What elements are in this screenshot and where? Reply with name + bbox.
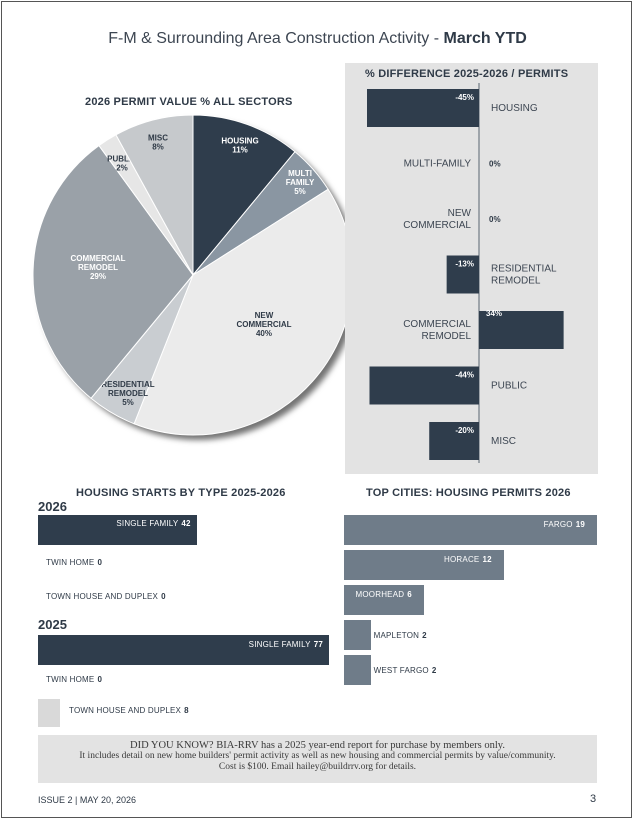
difference-bar-misc xyxy=(429,422,479,460)
city-bar-horace xyxy=(344,550,504,580)
pie-chart-title: 2026 PERMIT VALUE % ALL SECTORS xyxy=(85,96,293,108)
city-label-mapleton: MAPLETON 2 xyxy=(373,631,427,640)
difference-value-misc: -20% xyxy=(455,426,474,435)
did-you-know-line-2: It includes detail on new home builders'… xyxy=(79,751,556,761)
city-label-west-fargo: WEST FARGO 2 xyxy=(373,666,437,675)
housing-bar-2026-single-family xyxy=(38,515,197,545)
housing-bar-label-2026-single-family: SINGLE FAMILY 42 xyxy=(116,519,191,528)
pie-label-multi-family: MULTI FAMILY 5% xyxy=(286,169,315,196)
pie-slice-housing xyxy=(192,114,296,277)
city-bar-west-fargo xyxy=(344,655,371,685)
city-bar-mapleton xyxy=(344,620,371,650)
pie-label-residential-remodel: RESIDENTIAL REMODEL 5% xyxy=(101,380,154,407)
did-you-know-line-3: Cost is $100. Email hailey@buildrrv.org … xyxy=(218,762,417,772)
footer-issue: ISSUE 2 | MAY 20, 2026 xyxy=(38,795,137,805)
pie-label-commercial-remodel: COMMERCIAL REMODEL 29% xyxy=(70,254,125,281)
pie-slice-misc xyxy=(115,114,194,276)
did-you-know-box: DID YOU KNOW? BIA-RRV has a 2025 year-en… xyxy=(38,735,597,783)
housing-bar-label-2025-single-family: SINGLE FAMILY 77 xyxy=(248,640,323,649)
year-2026-label: 2026 xyxy=(38,499,67,514)
housing-bar-2025-town-house xyxy=(38,699,60,727)
difference-value-new-commercial: 0% xyxy=(489,215,501,224)
difference-bar-commercial-remodel xyxy=(479,311,564,349)
difference-bar-housing xyxy=(367,89,479,127)
pie-label-public: PUBLIC 2% xyxy=(107,155,137,173)
city-bar-fargo xyxy=(344,515,597,545)
pie-label-housing: HOUSING 11% xyxy=(221,137,258,155)
year-2025-label: 2025 xyxy=(38,617,67,632)
difference-chart: -45% HOUSING 0% MULTI-FAMILY 0% NEW COMMERCIAL… xyxy=(367,83,564,463)
page-title: F-M & Surrounding Area Construction Acti… xyxy=(0,30,635,48)
did-you-know-line-1: DID YOU KNOW? BIA-RRV has a 2025 year-en… xyxy=(129,740,505,751)
difference-value-commercial-remodel: 34% xyxy=(486,309,502,318)
pie-label-new-commercial: NEW COMMERCIAL 40% xyxy=(236,311,291,338)
difference-category-residential-remodel: RESIDENTIAL REMODEL xyxy=(491,264,557,287)
housing-label-2025-town-house: TOWN HOUSE AND DUPLEX 8 xyxy=(69,706,189,715)
city-label-moorhead: MOORHEAD 6 xyxy=(355,590,412,599)
difference-category-housing: HOUSING xyxy=(491,103,538,114)
difference-category-new-commercial: NEW COMMERCIAL xyxy=(403,208,471,231)
housing-starts-title: HOUSING STARTS BY TYPE 2025-2026 xyxy=(76,487,286,499)
pie-slice-commercial-remodel xyxy=(32,144,194,399)
city-label-horace: HORACE 12 xyxy=(444,555,492,564)
page-title-plain: F-M & Surrounding Area Construction Acti… xyxy=(108,30,444,47)
difference-category-misc: MISC xyxy=(491,436,516,447)
difference-value-residential-remodel: -13% xyxy=(455,260,474,269)
top-cities-title: TOP CITIES: HOUSING PERMITS 2026 xyxy=(366,487,571,499)
pie-chart: HOUSING 11% MULTI FAMILY 5% NEW COMMERCIAL 40% R… xyxy=(32,114,354,436)
difference-bar-residential-remodel xyxy=(446,255,479,294)
housing-label-2025-twin-home: TWIN HOME 0 xyxy=(46,675,103,684)
difference-bar-public xyxy=(369,366,479,405)
difference-chart-title: % DIFFERENCE 2025-2026 / PERMITS xyxy=(365,68,569,80)
city-label-fargo: FARGO 19 xyxy=(543,520,585,529)
page-number: 3 xyxy=(590,793,597,805)
difference-category-commercial-remodel: COMMERCIAL REMODEL xyxy=(403,319,471,342)
housing-label-2026-twin-home: TWIN HOME 0 xyxy=(46,558,103,567)
difference-value-multi-family: 0% xyxy=(489,160,501,169)
city-bar-moorhead xyxy=(344,585,424,615)
housing-bar-2025-single-family xyxy=(38,635,329,665)
pie-label-misc: MISC 8% xyxy=(148,134,168,152)
difference-value-public: -44% xyxy=(455,371,474,380)
difference-category-public: PUBLIC xyxy=(491,381,527,392)
difference-category-multi-family: MULTI-FAMILY xyxy=(404,159,472,170)
page-title-bold: March YTD xyxy=(443,30,527,47)
difference-value-housing: -45% xyxy=(455,93,474,102)
housing-label-2026-town-house: TOWN HOUSE AND DUPLEX 0 xyxy=(46,592,166,601)
